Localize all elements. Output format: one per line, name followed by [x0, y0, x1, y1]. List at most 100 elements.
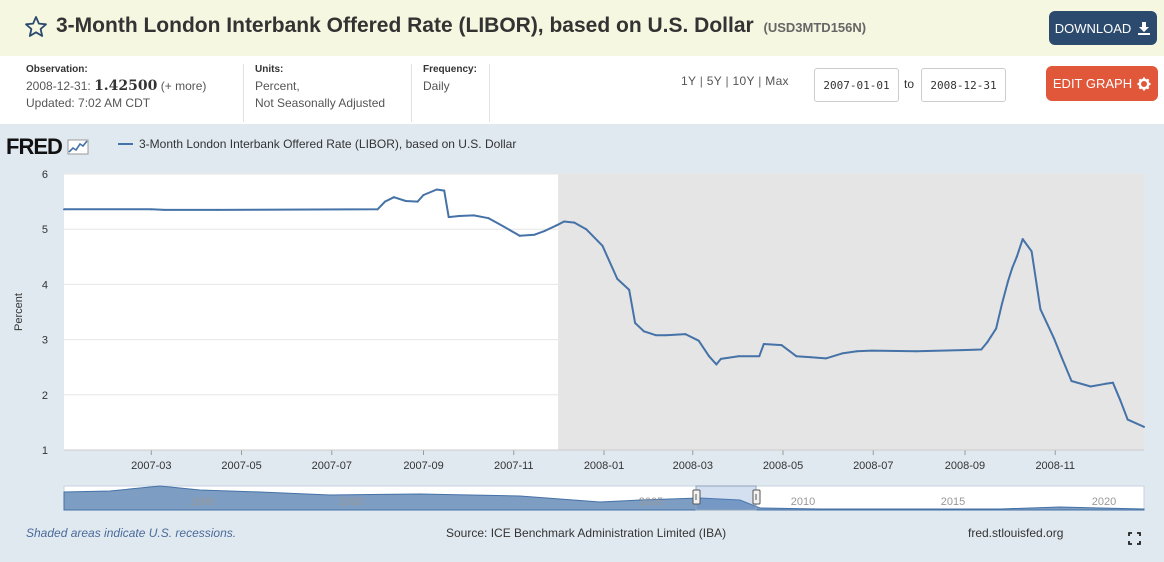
range-separator: | [699, 74, 704, 88]
data-point [1070, 380, 1073, 382]
data-point [654, 334, 657, 337]
data-point [1143, 425, 1145, 428]
data-point [1021, 238, 1024, 241]
navigator-tick-label: 2010 [791, 496, 815, 508]
data-point [1015, 255, 1018, 258]
data-point [616, 277, 619, 280]
edit-graph-label: EDIT GRAPH [1052, 76, 1133, 91]
x-tick-label: 2008-05 [763, 460, 803, 472]
divider [243, 64, 244, 122]
navigator-selection[interactable] [695, 485, 757, 511]
range-10y-link[interactable]: 10Y [732, 74, 755, 88]
y-tick-label: 5 [42, 224, 48, 236]
x-tick-label: 2008-09 [945, 460, 985, 472]
data-point [458, 214, 461, 217]
chart-canvas: 1 2 3 4 5 6 Percent 2007-03 2007-05 2007-07 2007-0… [13, 169, 1145, 511]
data-point [487, 217, 490, 220]
start-date-input[interactable]: 2007-01-01 [814, 68, 899, 102]
data-point [780, 344, 783, 347]
data-point [573, 221, 576, 224]
site-url[interactable]: fred.stlouisfed.org [968, 526, 1064, 540]
gear-icon [1137, 77, 1151, 90]
y-tick-label: 2 [42, 390, 48, 402]
data-point [533, 233, 536, 236]
series-title: 3-Month London Interbank Offered Rate (L… [56, 14, 866, 38]
observation-value: 1.42500 [94, 78, 158, 94]
range-5y-link[interactable]: 5Y [706, 74, 722, 88]
data-point [518, 234, 521, 237]
x-tick-label: 2007-07 [312, 460, 352, 472]
data-point [915, 350, 918, 353]
x-tick-label: 2008-07 [853, 460, 893, 472]
chart-legend: 3-Month London Interbank Offered Rate (L… [118, 137, 516, 151]
y-tick-label: 6 [42, 169, 48, 181]
data-point [1030, 250, 1033, 253]
data-point [376, 208, 379, 211]
fred-logo-text: FRED [6, 134, 63, 159]
source-text: Source: ICE Benchmark Administration Lim… [446, 526, 727, 540]
data-point [986, 341, 989, 344]
units-block: Units: Percent, Not Seasonally Adjusted [255, 64, 385, 112]
series-title-text: 3-Month London Interbank Offered Rate (L… [56, 14, 754, 37]
data-point [216, 208, 219, 211]
series-header: 3-Month London Interbank Offered Rate (L… [0, 0, 1164, 56]
x-tick-label: 2008-01 [584, 460, 624, 472]
range-max-link[interactable]: Max [765, 74, 789, 88]
data-point [443, 189, 446, 192]
data-point [1052, 336, 1055, 339]
fred-chart-icon [67, 139, 89, 155]
data-point [715, 363, 718, 366]
navigator-series-area [63, 485, 1145, 511]
data-point [543, 229, 546, 232]
date-range-presets: 1Y | 5Y | 10Y | Max [681, 74, 789, 88]
updated-time: Updated: 7:02 AM CDT [26, 96, 151, 110]
y-tick-label: 3 [42, 335, 48, 347]
data-point [1111, 381, 1114, 384]
x-tick-label: 2008-03 [673, 460, 713, 472]
navigator-tick-label: 2000 [339, 496, 363, 508]
data-point [1126, 418, 1129, 421]
fullscreen-icon[interactable] [1128, 532, 1141, 545]
data-point [1006, 280, 1009, 283]
data-point [1039, 308, 1042, 311]
data-point [601, 244, 604, 247]
download-label: DOWNLOAD [1054, 20, 1132, 36]
navigator-tick-label: 2020 [1092, 496, 1116, 508]
x-tick-label: 2007-03 [131, 460, 171, 472]
data-point [737, 355, 740, 358]
observation-block: Observation: 2008-12-31: 1.42500 (+ more… [26, 64, 206, 112]
range-1y-link[interactable]: 1Y [681, 74, 697, 88]
data-point [563, 220, 566, 223]
units-label: Units: [255, 64, 284, 75]
data-point [1104, 382, 1107, 385]
y-tick-label: 4 [42, 279, 48, 291]
data-point [1089, 385, 1092, 388]
data-point [762, 343, 765, 346]
y-axis-label: Percent [13, 293, 25, 331]
legend-label: 3-Month London Interbank Offered Rate (L… [139, 137, 517, 151]
units-line2: Not Seasonally Adjusted [255, 96, 386, 110]
data-point [1000, 302, 1003, 305]
data-point [708, 355, 711, 358]
range-separator: | [758, 74, 762, 88]
divider [411, 64, 412, 122]
data-point [810, 356, 813, 359]
more-observations-link[interactable]: (+ more) [160, 79, 207, 93]
data-point [1060, 355, 1063, 358]
edit-graph-button[interactable]: EDIT GRAPH [1046, 66, 1158, 101]
series-meta: Observation: 2008-12-31: 1.42500 (+ more… [0, 56, 1164, 124]
star-icon[interactable] [24, 15, 48, 39]
data-point [384, 200, 387, 203]
data-point [824, 357, 827, 360]
navigator-tick-label: 2005 [639, 496, 663, 508]
download-icon [1138, 22, 1151, 35]
data-point [63, 208, 65, 211]
data-point [502, 225, 505, 228]
observation-date: 2008-12-31: [26, 79, 91, 93]
frequency-label: Frequency: [423, 64, 477, 75]
data-point [642, 330, 645, 333]
data-point [995, 327, 998, 330]
download-button[interactable]: DOWNLOAD [1049, 11, 1157, 45]
end-date-input[interactable]: 2008-12-31 [921, 68, 1006, 102]
data-point [404, 200, 407, 203]
